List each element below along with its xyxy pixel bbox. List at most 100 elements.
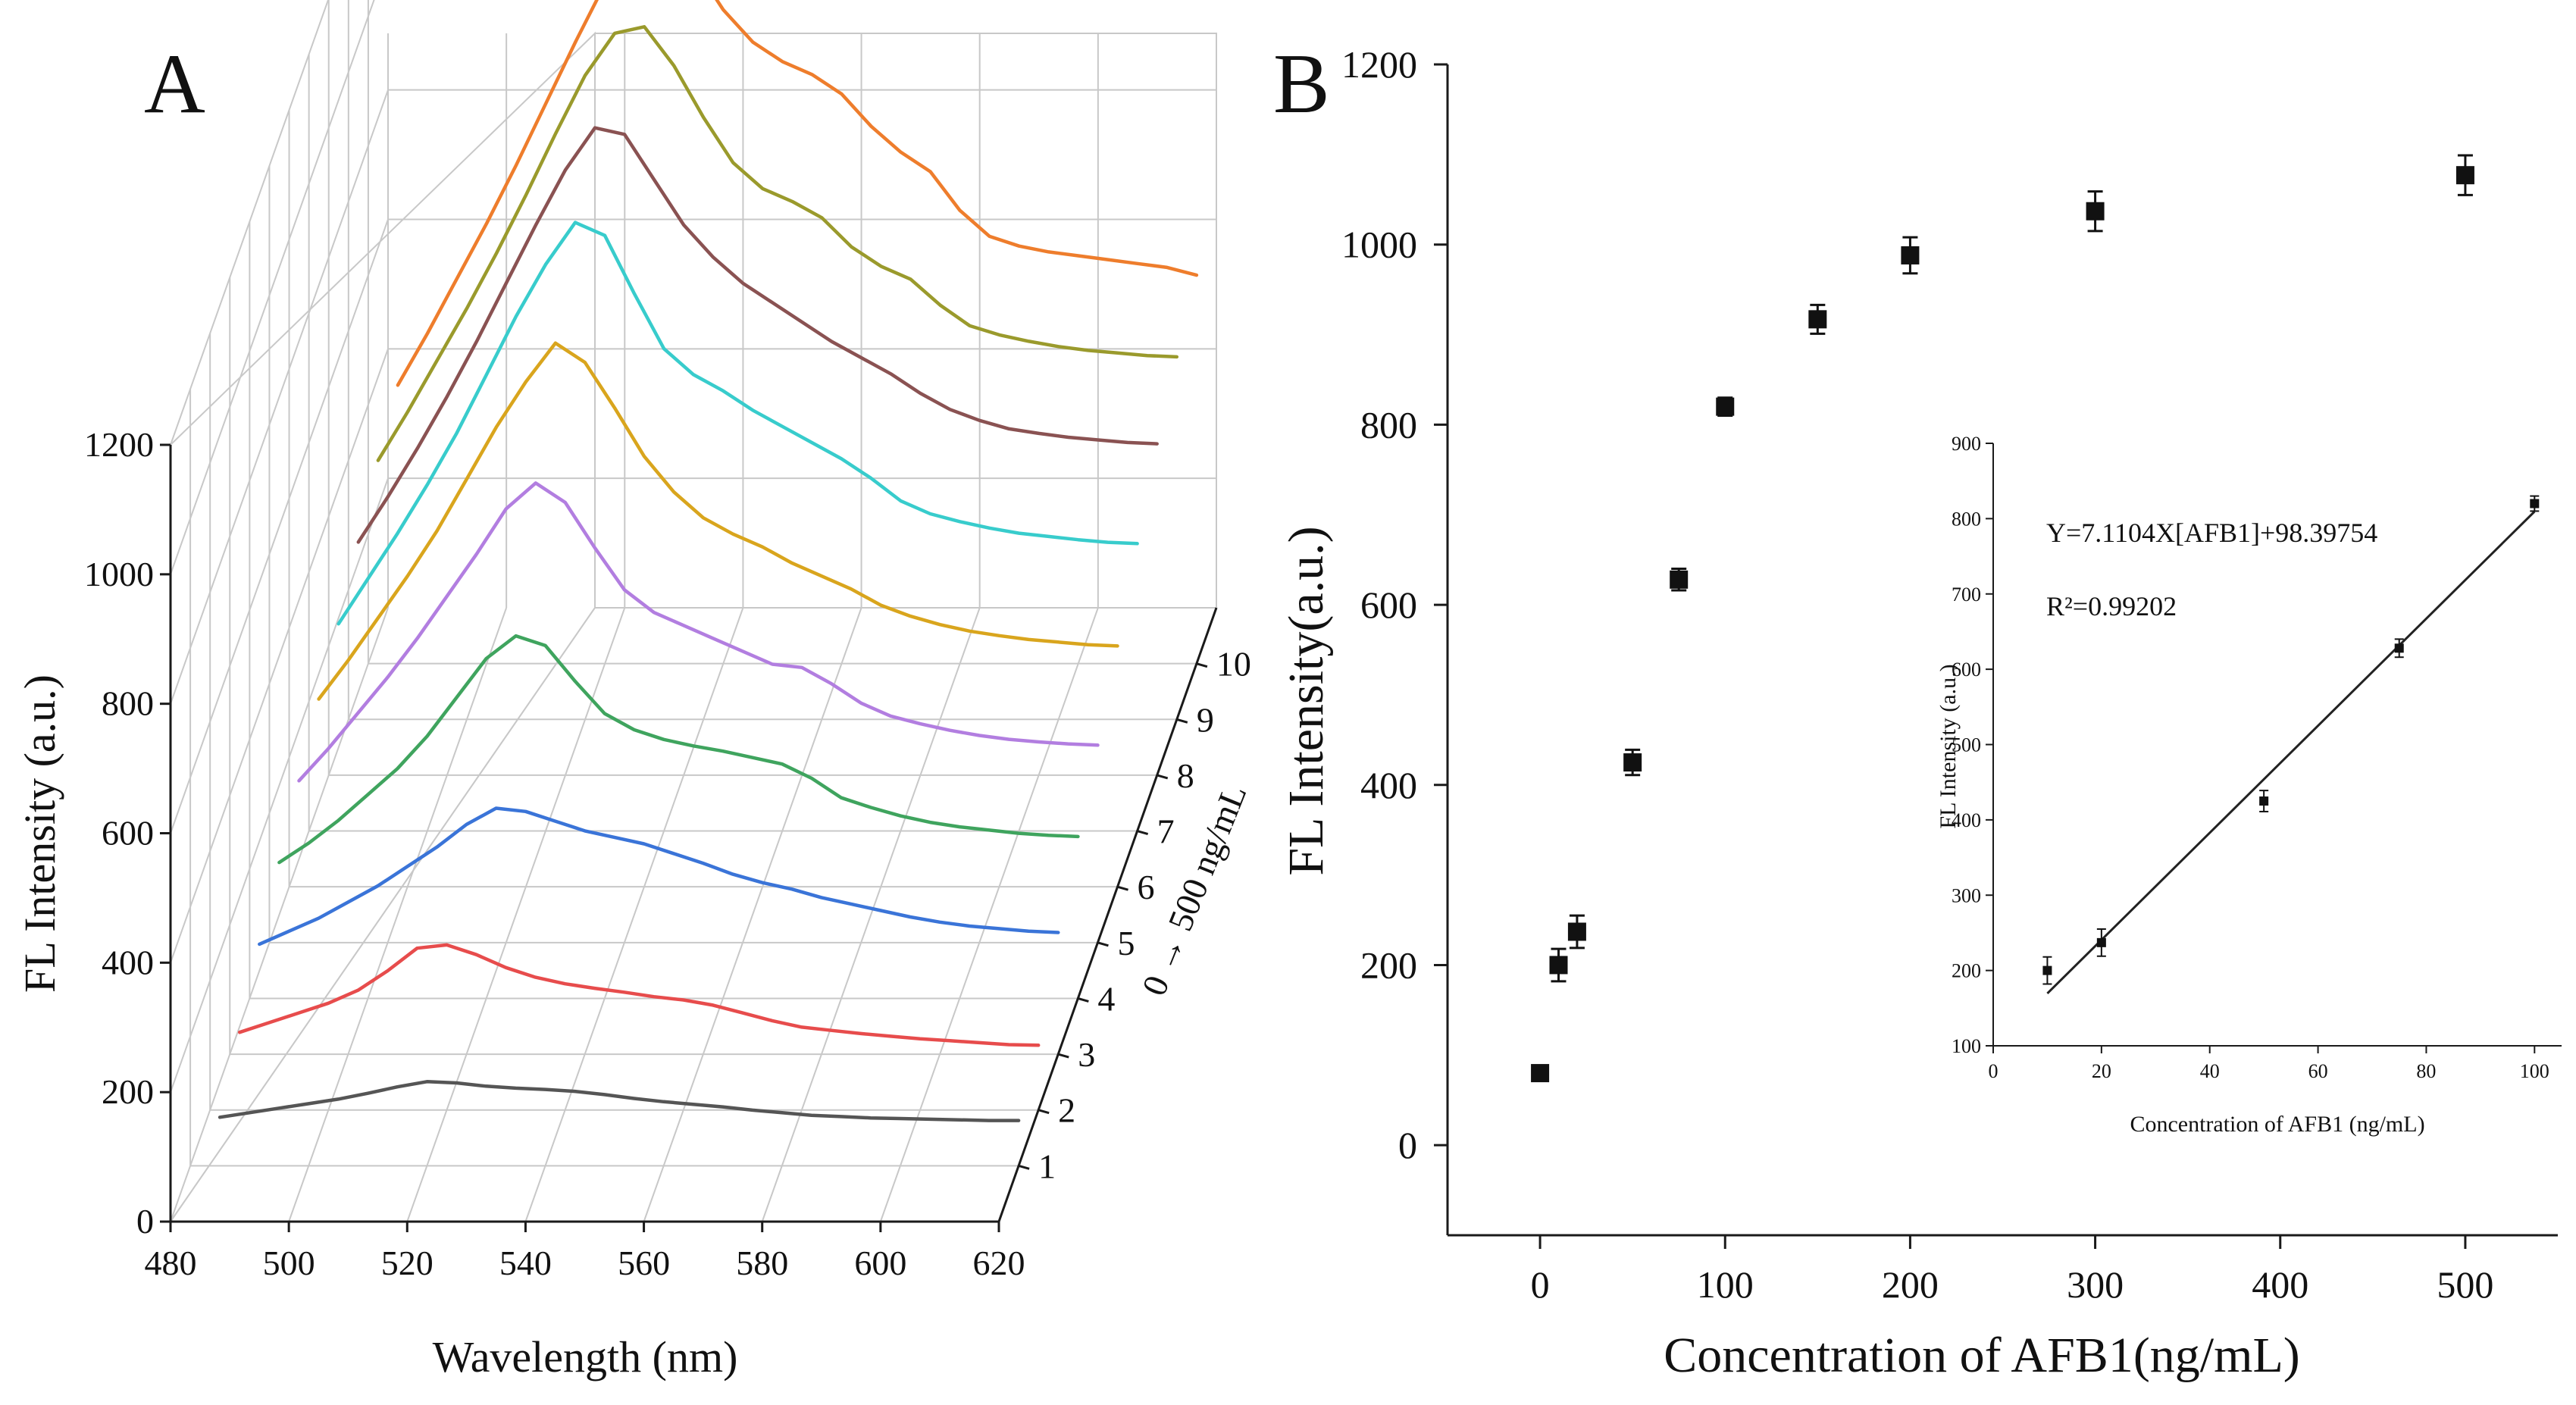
inset-equation: Y=7.1104X[AFB1]+98.39754: [2046, 518, 2377, 548]
panel-a-ytick-label: 200: [102, 1072, 154, 1111]
panel-b-ylabel: FL Intensity(a.u.): [1279, 526, 1334, 875]
spectrum-9: [376, 25, 1179, 462]
panel-a-xtick-label: 500: [263, 1244, 315, 1282]
panel-a-depth-tick-label: 5: [1117, 924, 1135, 962]
spectrum-8: [356, 126, 1159, 544]
spectrum-1: [218, 1080, 1021, 1122]
spectrum-4: [277, 634, 1080, 865]
panel-b-xtick-label: 0: [1531, 1263, 1550, 1306]
inset-point: [2530, 495, 2540, 512]
panel-b-y-ticks: 0 200 400 600 800 1000 1200: [1341, 43, 1448, 1166]
panel-b-marker: [1808, 310, 1827, 329]
panel-b-point: [1549, 947, 1568, 983]
inset-fit-line: [2046, 510, 2536, 994]
panel-a-depth-tick-label: 10: [1216, 645, 1251, 684]
panel-a-walls: [169, 31, 1218, 1225]
inset-point: [2042, 956, 2052, 985]
panel-a-spectra: [218, 0, 1199, 1122]
panel-b-marker: [1531, 1064, 1550, 1083]
panel-b-ytick-label: 800: [1360, 403, 1417, 446]
panel-a-xtick-label: 540: [499, 1244, 552, 1282]
panel-b-xtick-label: 500: [2437, 1263, 2493, 1306]
panel-b-marker: [2086, 202, 2105, 221]
panel-b-inset: 100 200 300 400 500 600 700 800 900 0 20 40 60 80 100…: [1936, 433, 2562, 1137]
panel-b-point: [1531, 1064, 1550, 1083]
inset-xtick-label: 100: [2520, 1060, 2549, 1082]
inset-ytick-label: 300: [1952, 884, 1981, 906]
panel-a-ytick-label: 0: [136, 1202, 154, 1241]
spectrum-10: [396, 0, 1199, 387]
inset-ytick-label: 400: [1952, 809, 1981, 831]
panel-b-point: [1670, 568, 1689, 592]
panel-b-marker: [1549, 956, 1568, 975]
panel-b-ytick-label: 1200: [1341, 43, 1417, 86]
inset-points: [2042, 495, 2540, 985]
panel-a-depth-tick-label: 4: [1097, 979, 1115, 1018]
panel-a-xtick-label: 600: [854, 1244, 906, 1282]
panel-a-depth-tick-label: 3: [1078, 1035, 1095, 1074]
panel-a-depth-tick-label: 6: [1138, 868, 1155, 906]
panel-b-axes: [1446, 64, 2558, 1237]
panel-b-point: [1716, 396, 1735, 417]
panel-b-ytick-label: 0: [1398, 1124, 1417, 1166]
panel-a-letter: A: [144, 37, 205, 131]
panel-b-point: [1623, 748, 1642, 777]
spectrum-6: [317, 341, 1119, 701]
panel-b-ytick-label: 200: [1360, 943, 1417, 986]
spectrum-2: [237, 943, 1041, 1047]
inset-marker: [2096, 937, 2106, 947]
inset-ytick-label: 100: [1952, 1035, 1981, 1057]
inset-r2: R²=0.99202: [2046, 591, 2177, 621]
inset-ytick-label: 200: [1952, 960, 1981, 982]
panel-a-3d-spectra: A 0 200 400 600 800 1000 1200 480 500 520 540 560 5…: [15, 0, 1254, 1382]
inset-ytick-label: 500: [1952, 734, 1981, 756]
panel-b-marker: [1623, 753, 1642, 772]
panel-a-depth-tick-label: 7: [1157, 812, 1175, 851]
panel-b-letter: B: [1273, 37, 1330, 131]
inset-point: [2394, 638, 2404, 659]
panel-b-ytick-label: 600: [1360, 584, 1417, 626]
panel-b-marker: [1670, 570, 1689, 589]
panel-b-point: [2455, 154, 2474, 196]
panel-a-depth-tick-label: 1: [1038, 1147, 1056, 1185]
panel-b-point: [1901, 236, 1920, 275]
panel-a-ytick-label: 600: [102, 814, 154, 853]
panel-b-points: [1531, 154, 2474, 1083]
inset-point: [2096, 928, 2106, 957]
panel-a-x-ticks: 480 500 520 540 560 580 600 620: [145, 1222, 1025, 1282]
inset-marker: [2530, 499, 2540, 508]
panel-a-xlabel: Wavelength (nm): [433, 1332, 738, 1382]
inset-regression-line: [2046, 510, 2536, 994]
panel-a-ytick-label: 1200: [84, 425, 154, 464]
panel-b-xtick-label: 100: [1697, 1263, 1754, 1306]
inset-ytick-label: 800: [1952, 508, 1981, 530]
panel-a-y-ticks: 0 200 400 600 800 1000 1200: [84, 425, 171, 1241]
panel-a-depth-tick-label: 8: [1177, 756, 1194, 795]
panel-a-ylabel: FL Intensity (a.u.): [15, 674, 64, 993]
panel-a-xtick-label: 580: [736, 1244, 788, 1282]
panel-b-xtick-label: 300: [2067, 1263, 2124, 1306]
panel-b-point: [1808, 303, 1827, 335]
spectrum-7: [336, 221, 1139, 626]
inset-ylabel: FL Intensity (a.u.): [1936, 664, 1961, 828]
panel-b-point: [2086, 190, 2105, 233]
panel-b-xtick-label: 200: [1882, 1263, 1939, 1306]
inset-xlabel: Concentration of AFB1 (ng/mL): [2130, 1112, 2424, 1137]
panel-b-xtick-label: 400: [2252, 1263, 2308, 1306]
panel-b-marker: [1567, 922, 1586, 941]
panel-b-marker: [2455, 166, 2474, 185]
inset-xtick-label: 80: [2416, 1060, 2436, 1082]
panel-b-ytick-label: 1000: [1341, 224, 1417, 266]
inset-point: [2259, 790, 2269, 812]
inset-xtick-label: 0: [1989, 1060, 1999, 1082]
inset-marker: [2394, 643, 2404, 653]
inset-ytick-label: 900: [1952, 433, 1981, 455]
inset-xtick-label: 20: [2092, 1060, 2111, 1082]
inset-marker: [2042, 965, 2052, 975]
panel-a-xtick-label: 620: [973, 1244, 1025, 1282]
inset-marker: [2259, 796, 2269, 806]
inset-x-ticks: 0 20 40 60 80 100: [1989, 1046, 2549, 1082]
